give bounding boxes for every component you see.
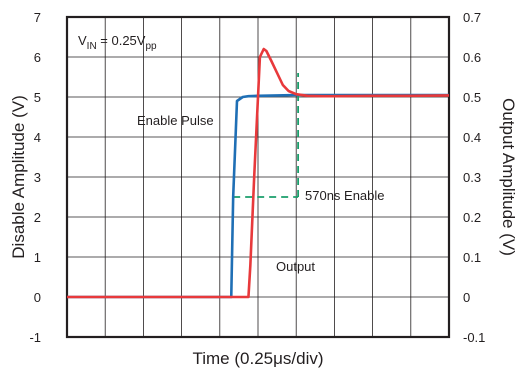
grid — [67, 17, 449, 337]
right-ticks: -0.1 0 0.1 0.2 0.3 0.4 0.5 0.6 0.7 — [463, 10, 485, 345]
right-tick-label: 0.5 — [463, 90, 481, 105]
left-tick-label: 3 — [34, 170, 41, 185]
right-tick-label: -0.1 — [463, 330, 485, 345]
series-output-line — [67, 47, 450, 299]
left-tick-label: 7 — [34, 10, 41, 25]
right-tick-label: 0.1 — [463, 250, 481, 265]
output-label: Output — [276, 259, 315, 274]
left-tick-label: 5 — [34, 90, 41, 105]
enable-pulse-label: Enable Pulse — [137, 113, 214, 128]
vin-annotation: VIN = 0.25Vpp — [78, 33, 157, 52]
right-tick-label: 0.4 — [463, 130, 481, 145]
right-tick-label: 0.3 — [463, 170, 481, 185]
left-tick-label: 4 — [34, 130, 41, 145]
right-tick-label: 0 — [463, 290, 470, 305]
left-tick-label: 6 — [34, 50, 41, 65]
vin-sub: IN — [87, 41, 97, 52]
x-axis-label: Time (0.25μs/div) — [192, 349, 323, 368]
left-tick-label: 1 — [34, 250, 41, 265]
right-tick-label: 0.6 — [463, 50, 481, 65]
enable-markers — [233, 73, 300, 198]
vin-main: V — [78, 33, 87, 48]
vin-mid: = 0.25V — [97, 33, 146, 48]
left-tick-label: 2 — [34, 210, 41, 225]
left-tick-label: -1 — [29, 330, 41, 345]
left-tick-label: 0 — [34, 290, 41, 305]
vin-sub2: pp — [145, 41, 157, 52]
left-ticks: -1 0 1 2 3 4 5 6 7 — [29, 10, 41, 345]
right-axis-label: Output Amplitude (V) — [499, 98, 518, 256]
left-axis-label: Disable Amplitude (V) — [9, 95, 28, 258]
enable-time-label: 570ns Enable — [305, 188, 385, 203]
plot-frame — [65, 15, 451, 339]
right-tick-label: 0.7 — [463, 10, 481, 25]
right-tick-label: 0.2 — [463, 210, 481, 225]
